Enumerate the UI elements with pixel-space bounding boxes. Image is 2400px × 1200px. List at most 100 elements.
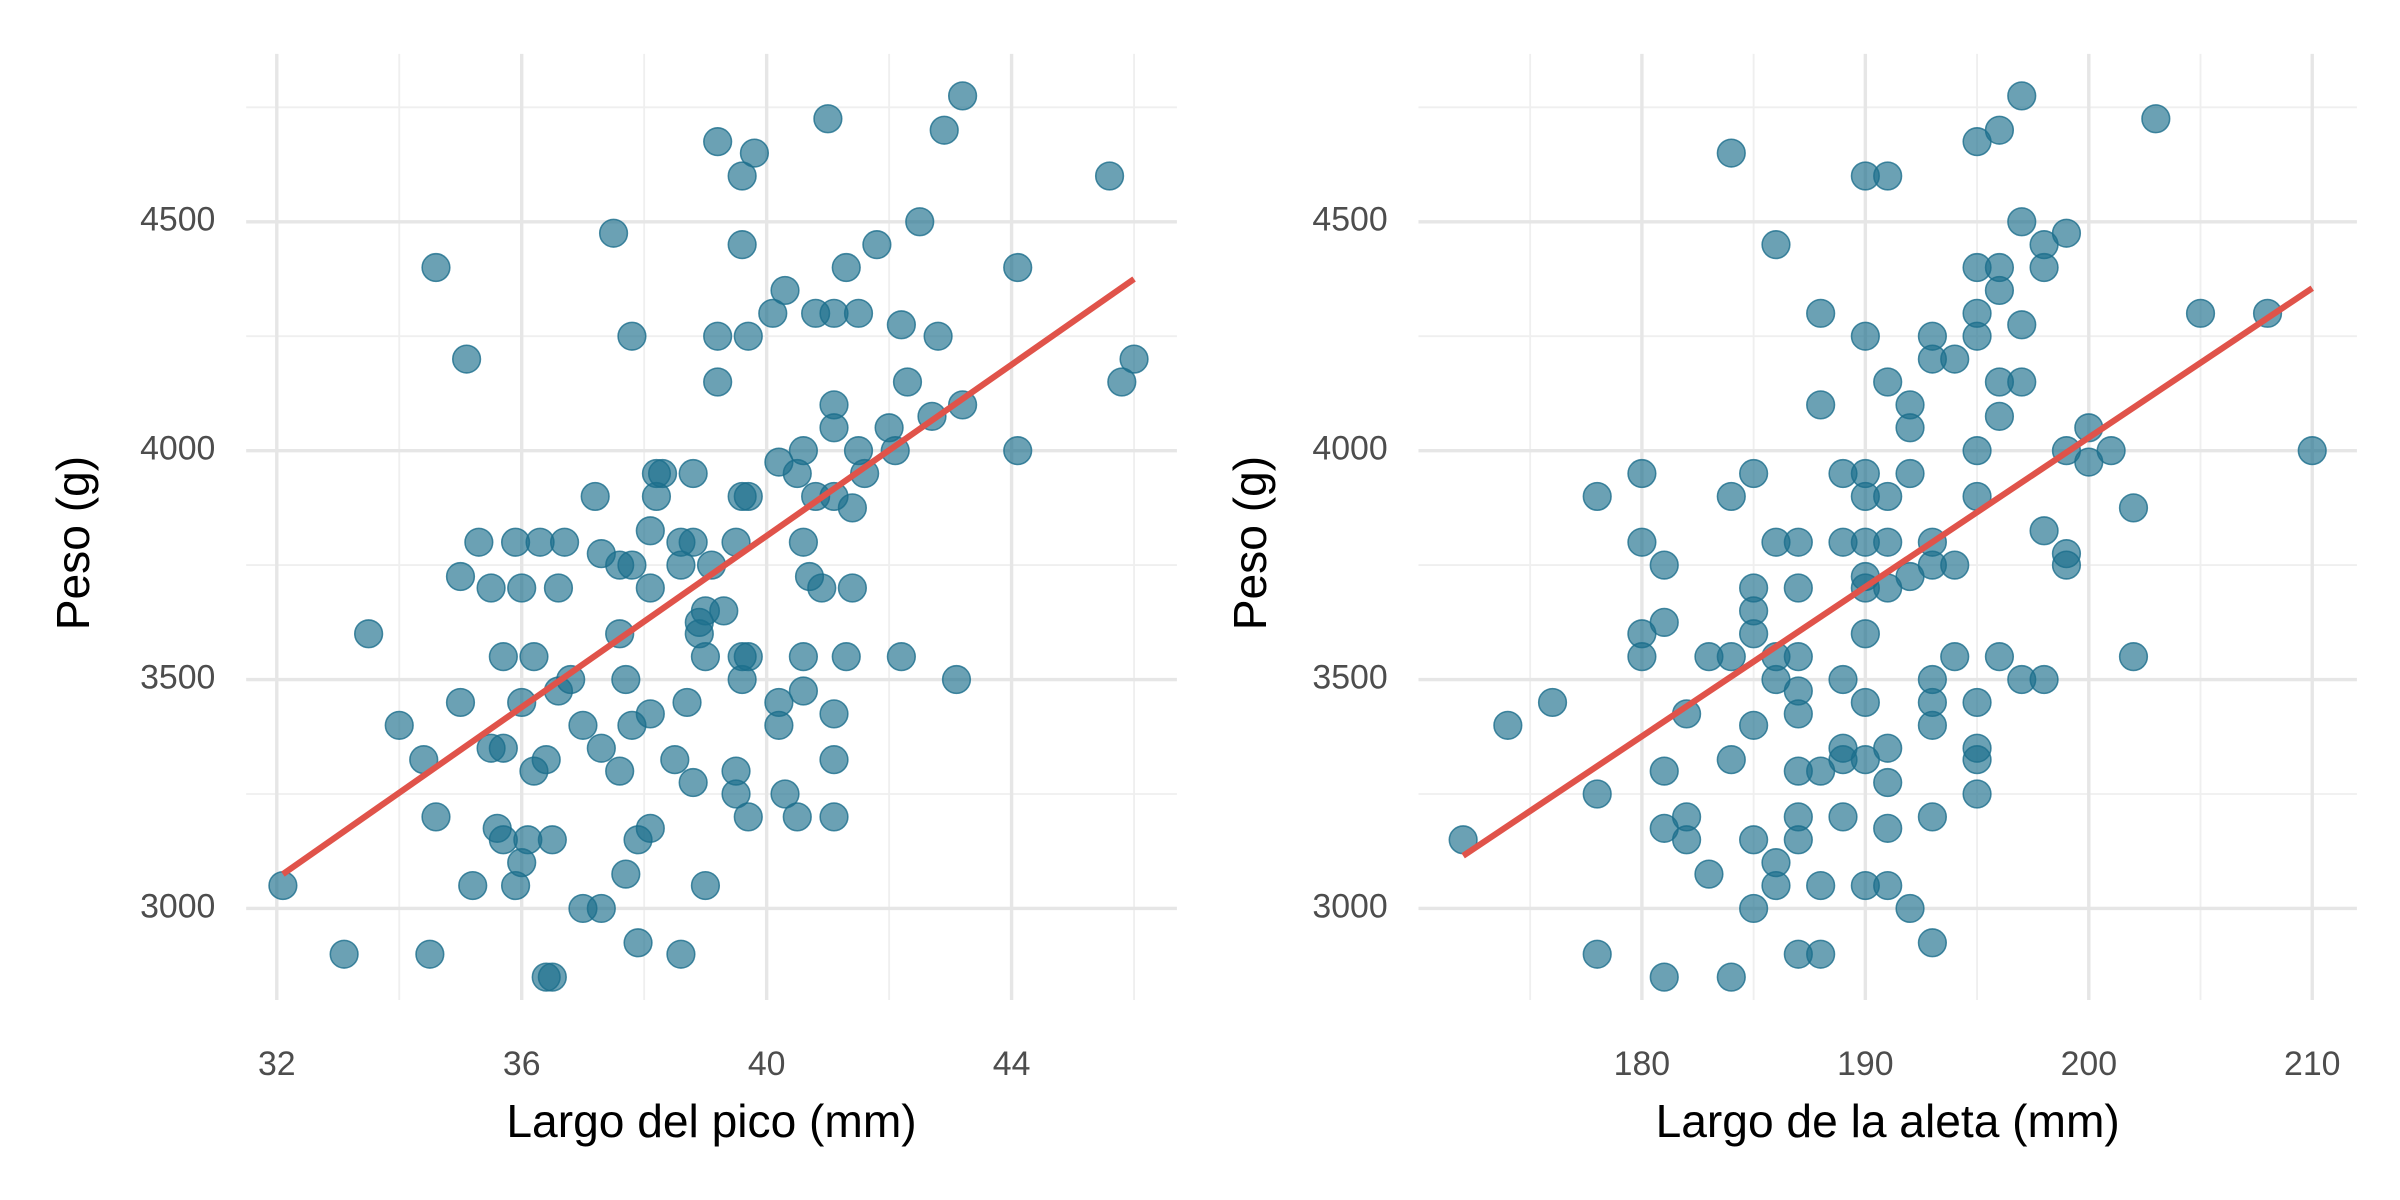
point bbox=[635, 813, 665, 843]
point bbox=[886, 310, 916, 340]
point bbox=[2029, 252, 2059, 283]
point bbox=[1806, 870, 1836, 901]
point bbox=[1984, 401, 2015, 431]
point bbox=[1627, 458, 1657, 489]
point bbox=[1806, 390, 1836, 420]
y-tick-label: 4500 bbox=[1312, 201, 1387, 239]
x-tick-label: 32 bbox=[258, 1045, 296, 1083]
point bbox=[1761, 870, 1791, 901]
point bbox=[678, 458, 708, 489]
point bbox=[819, 413, 849, 443]
point bbox=[605, 756, 635, 786]
y-axis-title: Peso (g) bbox=[1224, 456, 1276, 630]
point bbox=[923, 321, 953, 351]
x-axis-title: Largo del pico (mm) bbox=[506, 1095, 916, 1147]
point bbox=[678, 527, 708, 557]
point bbox=[1716, 642, 1746, 672]
x-axis-title: Largo de la aleta (mm) bbox=[1656, 1095, 2120, 1147]
point bbox=[782, 802, 812, 832]
point bbox=[1873, 813, 1903, 843]
point bbox=[1962, 779, 1992, 809]
point bbox=[1984, 642, 2015, 672]
point bbox=[568, 710, 598, 740]
x-tick-label: 36 bbox=[503, 1045, 541, 1083]
point bbox=[788, 676, 819, 706]
point bbox=[727, 230, 757, 260]
point bbox=[905, 207, 935, 237]
point bbox=[813, 104, 843, 134]
point bbox=[1850, 321, 1880, 351]
point bbox=[507, 573, 537, 603]
point bbox=[464, 527, 494, 557]
y-tick-label: 3500 bbox=[1312, 658, 1387, 696]
point bbox=[1850, 619, 1880, 649]
point bbox=[1917, 802, 1947, 832]
point bbox=[733, 321, 763, 351]
panel: 3000 3500 4000 4500 180 190 200 210 Largo de la … bbox=[1224, 53, 2357, 1147]
point bbox=[635, 699, 665, 729]
point bbox=[1962, 436, 1992, 466]
point bbox=[819, 802, 849, 832]
point bbox=[1739, 619, 1769, 649]
point bbox=[2007, 207, 2037, 237]
point bbox=[2029, 664, 2059, 695]
point bbox=[1107, 367, 1137, 397]
point bbox=[1783, 699, 1813, 729]
point bbox=[1917, 928, 1947, 958]
point bbox=[678, 767, 708, 798]
point bbox=[941, 664, 972, 695]
point bbox=[1739, 710, 1769, 740]
point bbox=[1873, 870, 1903, 901]
point bbox=[1582, 939, 1612, 969]
trend-line bbox=[1461, 285, 2314, 859]
point bbox=[488, 642, 518, 672]
x-tick-label: 40 bbox=[748, 1045, 786, 1083]
point bbox=[807, 573, 837, 603]
point bbox=[770, 779, 800, 809]
point bbox=[1783, 825, 1813, 855]
panel: 3000 3500 4000 4500 32 36 40 44 Largo del pico (… bbox=[47, 53, 1177, 1147]
point bbox=[862, 230, 892, 260]
point bbox=[476, 573, 506, 603]
point bbox=[1895, 893, 1925, 924]
point bbox=[2007, 367, 2037, 397]
point bbox=[1940, 550, 1970, 580]
point bbox=[703, 367, 733, 397]
point bbox=[543, 573, 574, 603]
point bbox=[2185, 298, 2216, 328]
point bbox=[1716, 481, 1746, 512]
point bbox=[1582, 779, 1612, 809]
point bbox=[1806, 939, 1836, 969]
point bbox=[1649, 607, 1679, 637]
point bbox=[1649, 550, 1679, 580]
point bbox=[947, 81, 978, 111]
point bbox=[886, 642, 916, 672]
point bbox=[445, 687, 476, 718]
point bbox=[690, 870, 721, 901]
point bbox=[733, 802, 763, 832]
point bbox=[788, 642, 819, 672]
point bbox=[519, 642, 549, 672]
point bbox=[1716, 138, 1746, 168]
point bbox=[1119, 344, 1149, 374]
point bbox=[549, 527, 580, 557]
y-tick-label: 4000 bbox=[140, 430, 215, 468]
point bbox=[1873, 767, 1903, 798]
point bbox=[1671, 825, 1702, 855]
point bbox=[758, 298, 788, 328]
point bbox=[635, 573, 665, 603]
point bbox=[770, 275, 800, 306]
point bbox=[1627, 527, 1657, 557]
point bbox=[329, 939, 359, 969]
point bbox=[2096, 436, 2126, 466]
point bbox=[1003, 252, 1033, 283]
point bbox=[421, 802, 451, 832]
point bbox=[500, 527, 531, 557]
point bbox=[1873, 733, 1903, 763]
point bbox=[788, 527, 819, 557]
point bbox=[831, 642, 861, 672]
point bbox=[929, 115, 959, 145]
point bbox=[580, 481, 610, 512]
point bbox=[1739, 893, 1769, 924]
